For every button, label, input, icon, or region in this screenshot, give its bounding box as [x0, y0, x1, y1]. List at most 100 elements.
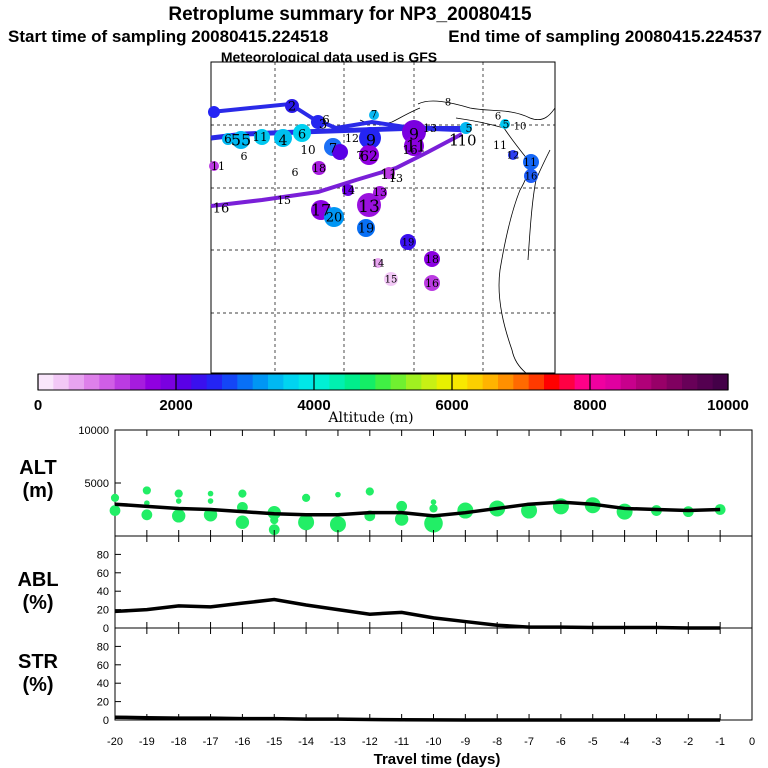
map-point-label: 8	[445, 98, 451, 109]
figure-title: Retroplume summary for NP3_20080415	[168, 4, 532, 25]
x-tick-label: -5	[588, 736, 598, 748]
map-point-marker	[404, 136, 424, 156]
map-gridlines	[211, 62, 555, 373]
map-point-marker	[400, 234, 416, 250]
colorbar-cell	[482, 374, 499, 390]
alt-scatter-point	[235, 515, 250, 529]
colorbar-cell	[436, 374, 453, 390]
x-tick-label: -8	[492, 736, 502, 748]
str-y-tick-label: 20	[97, 697, 109, 709]
colorbar-cell	[314, 374, 330, 390]
abl-y-tick-label: 40	[97, 586, 109, 598]
end-time-label: End time of sampling 20080415.224537	[448, 27, 762, 46]
map-point-label: 14	[372, 259, 385, 270]
alt-mean-line	[114, 500, 721, 518]
x-tick-label: -4	[620, 736, 630, 748]
map-point-marker	[332, 144, 348, 160]
colorbar-cell	[559, 374, 576, 390]
colorbar-cell	[452, 374, 468, 390]
colorbar-tick-label: 10000	[707, 397, 749, 414]
colorbar-cell	[636, 374, 652, 390]
x-tick-label: -1	[715, 736, 725, 748]
alt-scatter-point	[109, 505, 121, 516]
colorbar-cell	[682, 374, 698, 390]
alt-scatter-point	[207, 490, 214, 497]
x-tick-label: -13	[330, 736, 346, 748]
map-point-marker	[359, 127, 381, 149]
x-tick-label: -14	[298, 736, 314, 748]
alt-scatter-point	[141, 509, 153, 521]
x-tick-label: -15	[266, 736, 282, 748]
map-frame	[210, 61, 556, 374]
panels-frame	[114, 429, 753, 721]
colorbar-cell	[114, 374, 131, 390]
colorbar-cell	[68, 374, 85, 390]
map-point-marker	[424, 275, 440, 291]
map-point-label: 6	[241, 150, 248, 163]
colorbar-cell	[360, 374, 376, 390]
x-tick-label: -20	[107, 736, 123, 748]
colorbar-tick-label: 0	[34, 397, 42, 414]
map-point-label: 15	[385, 275, 398, 286]
coastline-outline	[359, 100, 556, 374]
map-point-label: 13	[358, 197, 380, 217]
alt-scatter-point	[298, 514, 315, 531]
map-point-marker	[285, 99, 299, 113]
map-point-label: 17	[311, 201, 331, 220]
colorbar-cell	[344, 374, 361, 390]
colorbar-cell	[206, 374, 223, 390]
map-point-marker	[357, 219, 375, 237]
x-tick-label: -10	[426, 736, 442, 748]
map-point-marker	[508, 150, 518, 160]
alt-scatter-point	[430, 499, 437, 505]
colorbar-cell	[574, 374, 591, 390]
trajectory-path-lower	[210, 132, 463, 208]
alt-scatter-point	[521, 502, 538, 519]
map-point-label: 6	[495, 112, 501, 123]
map-point-label: 9	[366, 131, 376, 150]
x-tick-label: -7	[524, 736, 534, 748]
colorbar-cell	[375, 374, 392, 390]
colorbar-cell	[237, 374, 254, 390]
map-point-marker	[293, 124, 311, 142]
map-point-marker	[359, 145, 379, 165]
map-point-marker	[209, 161, 219, 171]
colorbar-cell	[421, 374, 438, 390]
map-point-marker	[208, 106, 220, 118]
alt-scatter-point	[365, 487, 374, 496]
alt-y-tick-label: 5000	[85, 478, 109, 490]
alt-scatter-point	[142, 486, 151, 495]
colorbar-cell	[329, 374, 346, 390]
map-point-label: 4	[279, 133, 288, 149]
alt-scatter-point	[396, 500, 408, 512]
map-point-label: 14	[341, 184, 355, 197]
map-point-marker	[384, 272, 398, 286]
alt-scatter-point	[110, 493, 120, 502]
colorbar-cell	[605, 374, 622, 390]
map-point-marker	[254, 129, 270, 145]
met-data-label: Meteorological data used is GFS	[221, 49, 437, 65]
alt-panel-unit: (m)	[22, 480, 53, 502]
map-point-label: 12	[345, 132, 359, 145]
map-point-label: 20	[326, 211, 343, 226]
x-tick-label: 0	[749, 736, 755, 748]
map-point-marker	[460, 122, 472, 134]
alt-panel: 10000 5000	[78, 425, 726, 536]
abl-y-tick-label: 60	[97, 568, 109, 580]
time-series-panels: ALT (m) ABL (%) STR (%) 10000 5000 80 60 40…	[17, 425, 755, 768]
alt-scatter-point	[270, 516, 279, 525]
start-time-label: Start time of sampling 20080415.224518	[8, 27, 328, 46]
map-point-marker	[523, 154, 539, 170]
abl-series-line	[114, 597, 721, 630]
map-point-label: 55	[231, 131, 251, 150]
colorbar-cell	[176, 374, 192, 390]
map-point-label: 3	[319, 118, 327, 133]
map-point-label: 11	[211, 160, 225, 173]
colorbar-cell	[590, 374, 606, 390]
str-y-tick-label: 60	[97, 660, 109, 672]
map-point-label: 11	[523, 156, 537, 169]
alt-scatter-point	[329, 516, 346, 533]
